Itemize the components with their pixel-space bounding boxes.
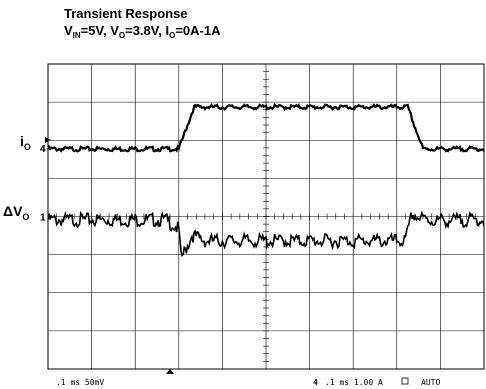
title-line-1: Transient Response [64,6,188,21]
io-channel-label: iO [20,133,31,152]
chart-title: Transient Response VIN=5V, VO=3.8V, IO=0… [64,5,221,44]
footer-trigger-mode: AUTO [421,378,440,387]
dvo-channel-label: ΔVO [3,203,29,222]
reference-level-marker [45,137,51,143]
footer-left-scale: .1 ms 50mV [56,378,104,387]
vo-value: =3.8V, [125,23,166,38]
scope-traces: 41 [40,102,485,258]
footer-channel-number: 4 [313,378,318,387]
vo-subscript: O [118,31,126,40]
io-symbol: I [165,23,170,38]
trigger-position-marker [166,369,174,374]
io-trace [47,102,485,153]
vin-value: =5V, [80,23,111,38]
title-line-2: VIN=5V, VO=3.8V, IO=0A-1A [64,22,221,44]
trigger-mode-icon [401,377,409,385]
vin-symbol: V [64,23,73,38]
channel-marker: 1 [40,213,46,224]
scope-grid [47,63,485,370]
vin-subscript: IN [72,31,81,40]
io-value: =0A-1A [175,23,221,38]
io-subscript: O [169,31,176,40]
channel-marker: 4 [40,144,46,155]
dvo-trace [47,210,485,258]
vo-symbol: V [110,23,119,38]
footer-right-scale: .1 ms 1.00 A [325,378,383,387]
